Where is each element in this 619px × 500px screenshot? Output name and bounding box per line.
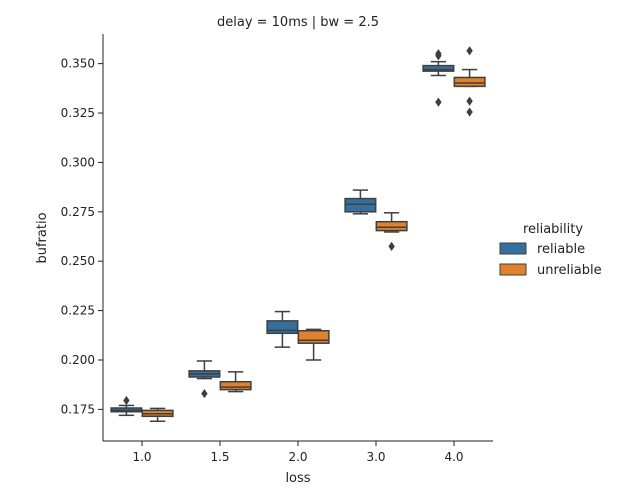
x-axis-ticks: 1.0 1.5 2.0 3.0 4.0 — [132, 441, 464, 464]
outlier-point — [123, 395, 130, 406]
box-reliable-1.0 — [110, 395, 143, 417]
box-reliable-1.5 — [188, 360, 221, 399]
outlier-point — [466, 46, 473, 56]
outlier-point — [201, 388, 208, 399]
boxes-group — [110, 46, 486, 422]
outlier-point — [435, 97, 442, 107]
box-reliable-2.0 — [266, 310, 299, 348]
box-iqr — [219, 380, 252, 391]
outlier-point — [435, 51, 442, 61]
y-tick-label: 0.175 — [61, 402, 95, 416]
box-iqr — [453, 76, 486, 88]
box-unreliable-4.0 — [453, 46, 486, 117]
y-tick-label: 0.350 — [61, 57, 95, 71]
box-unreliable-1.5 — [219, 371, 252, 393]
x-tick-label: 1.0 — [132, 450, 151, 464]
legend-swatch-reliable — [499, 242, 527, 255]
box-reliable-3.0 — [344, 189, 377, 215]
x-tick-label: 1.5 — [210, 450, 229, 464]
x-tick-label: 2.0 — [288, 450, 307, 464]
y-axis-ticks: 0.175 0.200 0.225 0.250 0.275 0.300 0.325 0.350 — [61, 57, 103, 416]
y-tick-label: 0.225 — [61, 304, 95, 318]
outlier-point — [466, 96, 473, 106]
outlier-point — [466, 107, 473, 117]
x-axis-label: loss — [285, 471, 310, 486]
chart-title: delay = 10ms | bw = 2.5 — [217, 15, 379, 30]
x-tick-label: 4.0 — [444, 450, 463, 464]
plot-area — [110, 46, 486, 422]
y-tick-label: 0.250 — [61, 254, 95, 268]
y-tick-label: 0.200 — [61, 353, 95, 367]
x-tick-label: 3.0 — [366, 450, 385, 464]
legend-title: reliability — [523, 222, 583, 237]
legend: reliability reliable unreliable — [499, 222, 602, 278]
box-reliable-4.0 — [422, 49, 455, 107]
box-iqr — [266, 320, 299, 335]
box-iqr — [375, 220, 408, 232]
outlier-point — [388, 241, 395, 251]
box-unreliable-2.0 — [297, 328, 330, 361]
box-iqr — [422, 64, 455, 72]
box-unreliable-3.0 — [375, 212, 408, 251]
box-iqr — [344, 197, 377, 213]
y-tick-label: 0.325 — [61, 106, 95, 120]
legend-swatch-unreliable — [499, 263, 527, 276]
box-iqr — [297, 330, 330, 344]
legend-label-unreliable: unreliable — [537, 263, 602, 278]
box-unreliable-1.0 — [141, 407, 174, 422]
legend-label-reliable: reliable — [537, 242, 585, 257]
y-tick-label: 0.300 — [61, 155, 95, 169]
y-axis-label: bufratio — [35, 212, 50, 263]
y-tick-label: 0.275 — [61, 205, 95, 219]
